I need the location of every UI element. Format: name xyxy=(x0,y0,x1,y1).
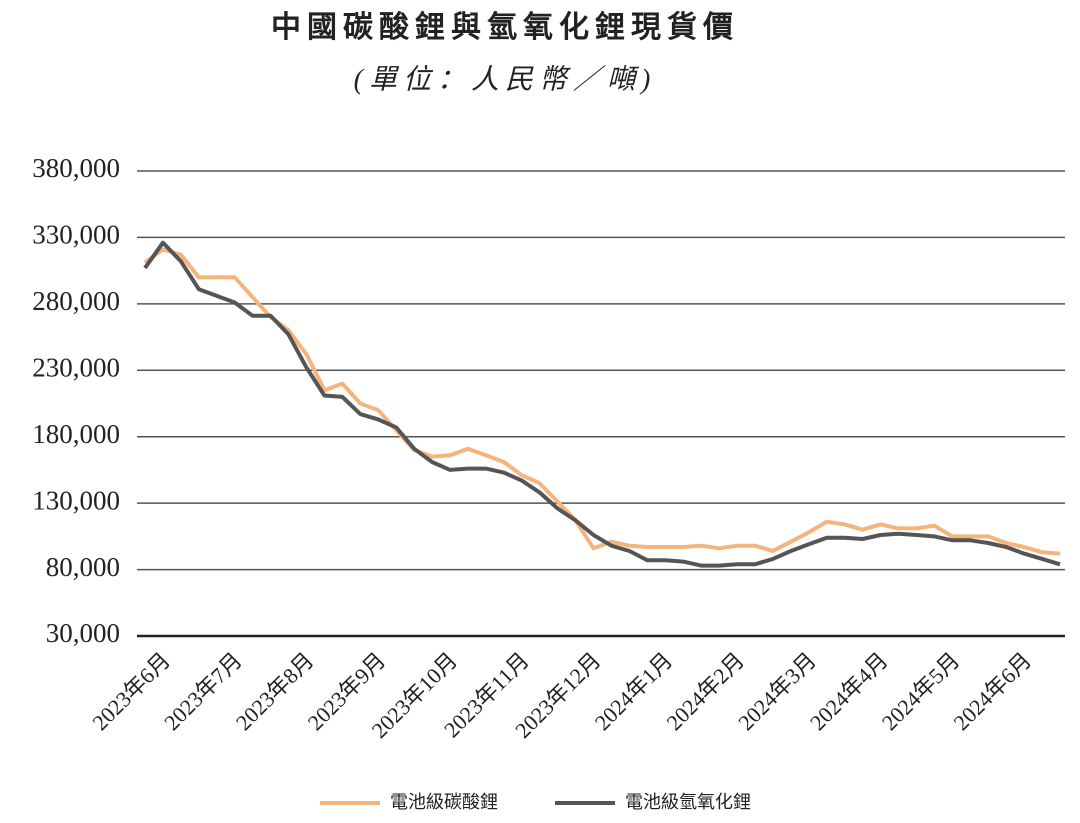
x-tick-label: 2024年4月 xyxy=(805,647,893,735)
y-tick-label: 180,000 xyxy=(32,419,120,449)
x-tick-label: 2024年5月 xyxy=(877,647,965,735)
chart-title: 中國碳酸鋰與氫氧化鋰現貨價 xyxy=(271,10,739,44)
x-tick-label: 2024年2月 xyxy=(661,647,749,735)
x-tick-label: 2024年3月 xyxy=(733,647,821,735)
y-tick-label: 380,000 xyxy=(32,153,120,183)
y-tick-label: 130,000 xyxy=(32,485,120,515)
y-tick-label: 30,000 xyxy=(46,618,120,648)
y-tick-label: 280,000 xyxy=(32,286,120,316)
y-tick-label: 230,000 xyxy=(32,352,120,382)
y-tick-label: 80,000 xyxy=(46,552,120,582)
legend-label: 電池級氫氧化鋰 xyxy=(625,792,751,812)
line xyxy=(143,247,1061,556)
x-tick-label: 2024年1月 xyxy=(590,647,678,735)
line xyxy=(143,240,1061,568)
y-tick-label: 330,000 xyxy=(32,220,120,250)
x-tick-label: 2023年7月 xyxy=(159,647,247,735)
x-tick-label: 2023年6月 xyxy=(87,647,175,735)
x-tick-label: 2024年6月 xyxy=(949,647,1037,735)
legend-label: 電池級碳酸鋰 xyxy=(390,792,498,812)
x-tick-label: 2023年8月 xyxy=(231,647,319,735)
chart-subtitle: (單位：人民幣／噸) xyxy=(354,64,657,95)
